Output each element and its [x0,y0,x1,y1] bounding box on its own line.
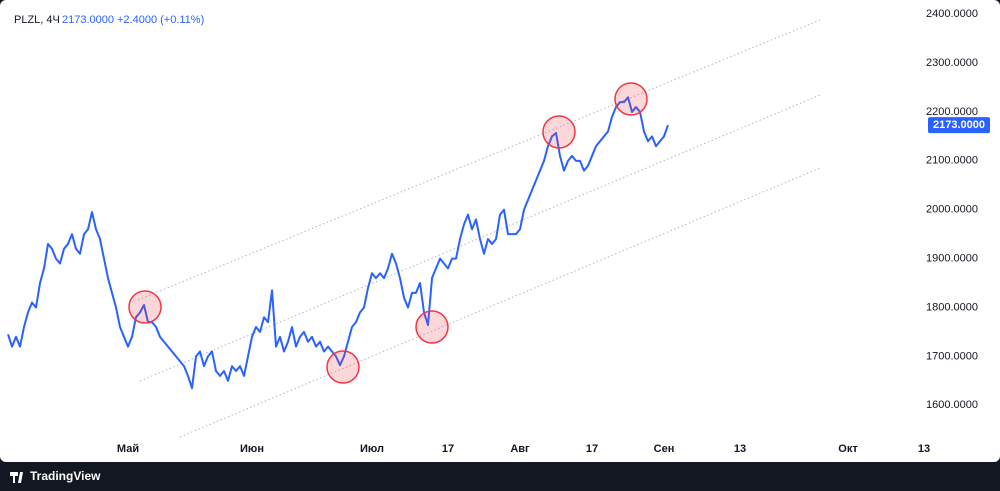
price-change: +2.4000 (+0.11%) [117,14,204,26]
y-tick-label: 1900.0000 [926,253,978,265]
highlight-circle [326,350,360,384]
highlight-circle [415,310,449,344]
brand-name: TradingView [30,469,101,483]
x-tick-label: Июн [240,443,264,455]
channel-upper [137,19,821,301]
y-tick-label: 2300.0000 [926,57,978,69]
x-tick-label: Авг [510,443,530,455]
last-price: 2173.0000 [62,14,114,26]
x-tick-label: Июл [360,443,384,455]
x-tick-label: 13 [918,443,930,455]
highlight-circle [128,290,162,324]
x-tick-label: 13 [734,443,746,455]
y-tick-label: 2200.0000 [926,106,978,118]
symbol-title: PLZL, 4Ч [14,14,60,26]
price-line [7,96,669,390]
price-tag [928,117,990,134]
y-tick-label: 1700.0000 [926,350,978,362]
price-tag-label: 2173.0000 [933,119,985,131]
panel [0,0,1000,462]
x-tick-label: 17 [586,443,598,455]
x-tick-label: Сен [654,443,675,455]
highlight-circle [542,115,576,149]
y-tick-label: 1600.0000 [926,399,978,411]
logo-icon [10,472,23,483]
series [7,96,669,390]
y-tick-label: 2000.0000 [926,204,978,216]
x-tick-label: Окт [838,443,858,455]
x-tick-label: Май [117,443,139,455]
y-tick-label: 1800.0000 [926,301,978,313]
highlights [128,82,648,384]
highlight-circle [614,82,648,116]
brand-logo: TradingView [10,469,101,483]
y-tick-label: 2400.0000 [926,8,978,20]
y-tick-label: 2100.0000 [926,155,978,167]
x-tick-label: 17 [442,443,454,455]
